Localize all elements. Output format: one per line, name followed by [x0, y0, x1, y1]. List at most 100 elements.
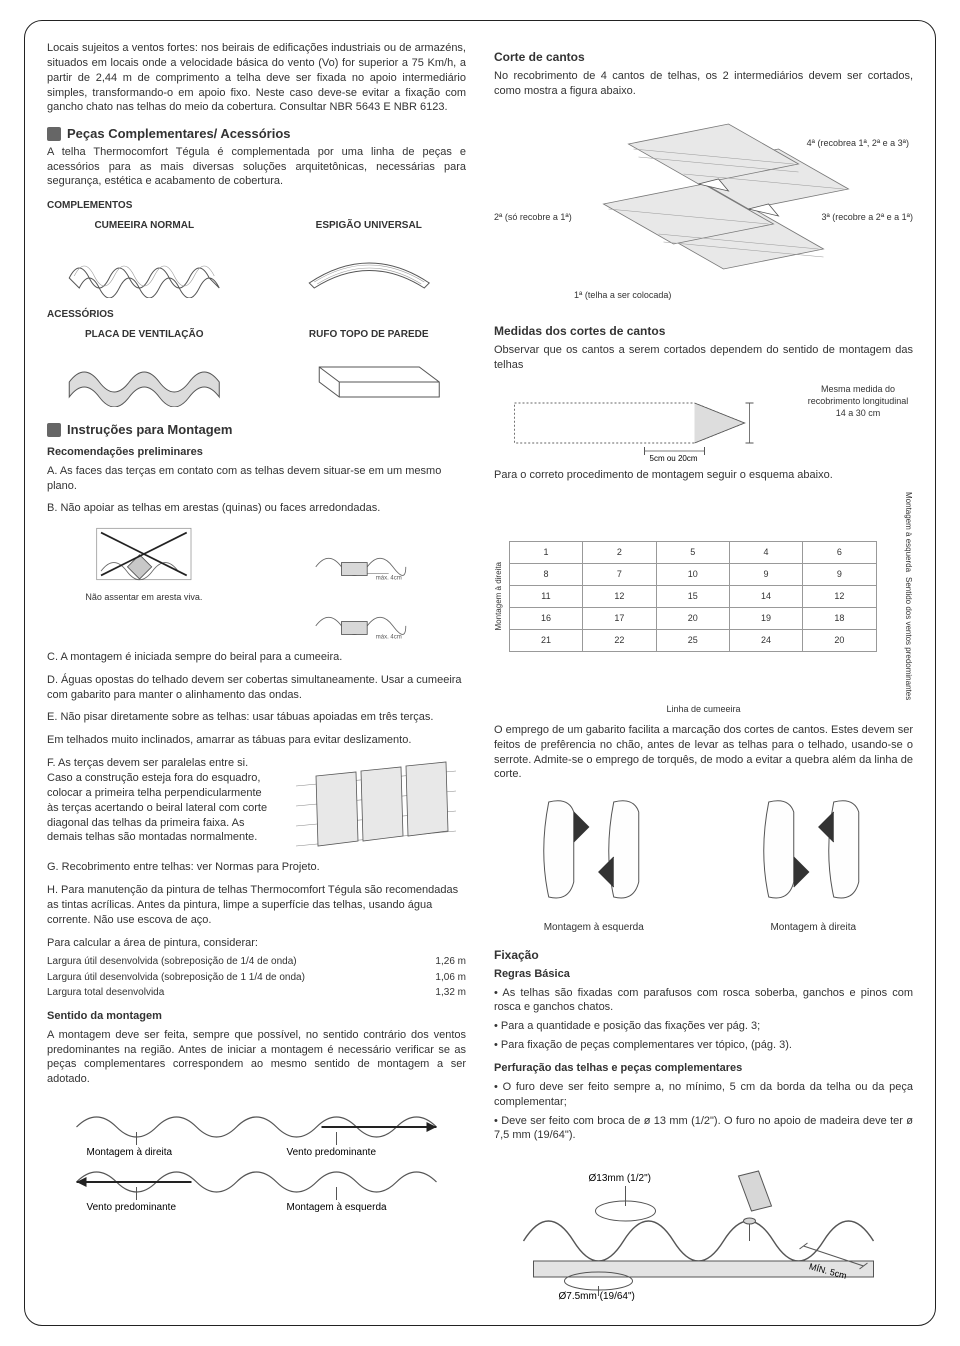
seq-4-0: 21	[509, 629, 582, 651]
aresta-cross: Não assentar em aresta viva.	[47, 524, 241, 603]
seq-0-2: 5	[656, 541, 729, 563]
seq-row-2: 11 12 15 14 12	[509, 585, 876, 607]
fix-b3: Para fixação de peças complementares ver…	[494, 1038, 913, 1053]
recomendacoes-list: A. As faces das terças em contato com as…	[47, 464, 466, 928]
seq-1-0: 8	[509, 563, 582, 585]
section-montagem-label: Instruções para Montagem	[67, 421, 232, 439]
wave-l2b: Montagem à esquerda	[287, 1202, 388, 1213]
section-accessories-label: Peças Complementares/ Acessórios	[67, 125, 291, 143]
fix-sub: Regras Básica	[494, 967, 913, 982]
corte-diagram-wrap: 4ª (recobrea 1ª, 2ª e a 3ª) 2ª (só recob…	[494, 109, 913, 309]
intro-paragraph: Locais sujeitos a ventos fortes: nos bei…	[47, 41, 466, 115]
section-accessories-title: Peças Complementares/ Acessórios	[47, 125, 466, 143]
perf-b2: Deve ser feito com broca de ø 13 mm (1/2…	[494, 1114, 913, 1144]
sentido-body: A montagem deve ser feita, sempre que po…	[47, 1028, 466, 1087]
fix-b2: Para a quantidade e posição das fixações…	[494, 1019, 913, 1034]
perf-l2: Ø7.5mm (19/64")	[559, 1291, 635, 1301]
wave-l2a: Vento predominante	[87, 1202, 177, 1213]
perf-title: Perfuração das telhas e peças complement…	[494, 1061, 913, 1076]
seq-caption: Linha de cumeeira	[494, 703, 913, 715]
rec-b: B. Não apoiar as telhas em arestas (quin…	[47, 501, 466, 516]
mont-dir-label: Montagem à direita	[714, 921, 914, 935]
acessorios-label: ACESSÓRIOS	[47, 308, 466, 322]
paint-row-0-val: 1,26 m	[416, 955, 466, 969]
seq-3-4: 18	[803, 607, 876, 629]
seq-4-1: 22	[583, 629, 656, 651]
montage-wave-figure: Montagem à direita Vento predominante Ve…	[47, 1097, 466, 1217]
seq-right-label-b: Sentido dos ventos predominantes	[881, 577, 913, 700]
fix-b1: As telhas são fixadas com parafusos com …	[494, 986, 913, 1016]
seq-4-2: 25	[656, 629, 729, 651]
perf-list: O furo deve ser feito sempre a, no mínim…	[494, 1080, 913, 1143]
seq-0-3: 4	[729, 541, 802, 563]
fix-title: Fixação	[494, 947, 913, 963]
fix-list: As telhas são fixadas com parafusos com …	[494, 986, 913, 1053]
seq-row-4: 21 22 25 24 20	[509, 629, 876, 651]
seq-0-1: 2	[583, 541, 656, 563]
aresta-note: Não assentar em aresta viva.	[47, 591, 241, 603]
seq-1-1: 7	[583, 563, 656, 585]
complementos-row: CUMEEIRA NORMAL ESPIGÃO UNIVERSAL	[47, 219, 466, 299]
seq-1-4: 9	[803, 563, 876, 585]
mont-esq-label: Montagem à esquerda	[494, 921, 694, 935]
meas-dim: 5cm ou 20cm	[650, 454, 698, 463]
mont-dir: Montagem à direita	[714, 792, 914, 934]
sentido-title: Sentido da montagem	[47, 1009, 466, 1024]
illus-placa	[47, 347, 242, 407]
seq-row-1: 8 7 10 9 9	[509, 563, 876, 585]
recomendacoes-sub: Recomendações preliminares	[47, 445, 466, 460]
seq-2-4: 12	[803, 585, 876, 607]
acessorios-row: PLACA DE VENTILAÇÃO RUFO TOPO DE PAREDE	[47, 328, 466, 408]
wave-l1a: Montagem à direita	[87, 1147, 173, 1158]
paint-row-0: Largura útil desenvolvida (sobreposição …	[47, 954, 466, 970]
comp-cumeeira: CUMEEIRA NORMAL	[47, 219, 242, 299]
acc-rufo: RUFO TOPO DE PAREDE	[272, 328, 467, 408]
seq-3-3: 19	[729, 607, 802, 629]
seq-left-label: Montagem à direita	[494, 562, 505, 630]
paint-row-1: Largura útil desenvolvida (sobreposição …	[47, 970, 466, 986]
paint-row-2-lab: Largura total desenvolvida	[47, 986, 416, 1000]
perf-l1: Ø13mm (1/2")	[589, 1173, 651, 1184]
corte-body: No recobrimento de 4 cantos de telhas, o…	[494, 69, 913, 99]
square-bullet-icon	[47, 127, 61, 141]
seq-2-1: 12	[583, 585, 656, 607]
seq-right-label-a: Montagem à esquerda	[881, 492, 913, 572]
seq-intro: Para o correto procedimento de montagem …	[494, 468, 913, 483]
annot-1: 1ª (telha a ser colocada)	[574, 289, 671, 301]
sequence-grid: 1 2 5 4 6 8 7 10 9 9 11	[509, 541, 877, 652]
square-bullet-icon	[47, 423, 61, 437]
montagem-duo: Montagem à esquerda Montagem à direita	[494, 792, 913, 934]
paint-intro: Para calcular a área de pintura, conside…	[47, 936, 466, 951]
rec-h: H. Para manutenção da pintura de telhas …	[47, 883, 466, 928]
comp-espigao: ESPIGÃO UNIVERSAL	[272, 219, 467, 299]
rec-f-wrap: F. As terças devem ser paralelas entre s…	[47, 756, 466, 860]
seq-4-3: 24	[729, 629, 802, 651]
aresta-ok1: máx. 4cm máx. 4cm	[251, 524, 466, 648]
paint-table: Largura útil desenvolvida (sobreposição …	[47, 954, 466, 1001]
rec-g: G. Recobrimento entre telhas: ver Normas…	[47, 860, 466, 875]
seq-1-3: 9	[729, 563, 802, 585]
acc-placa: PLACA DE VENTILAÇÃO	[47, 328, 242, 408]
acc-rufo-label: RUFO TOPO DE PAREDE	[309, 328, 429, 342]
annot-2: 2ª (só recobre a 1ª)	[494, 211, 572, 223]
rec-e: E. Não pisar diretamente sobre as telhas…	[47, 710, 466, 725]
tercas-figure	[286, 756, 466, 856]
comp-espigao-label: ESPIGÃO UNIVERSAL	[316, 219, 422, 233]
paint-row-1-val: 1,06 m	[416, 971, 466, 985]
rec-a: A. As faces das terças em contato com as…	[47, 464, 466, 494]
mont-esq: Montagem à esquerda	[494, 792, 694, 934]
seq-3-1: 17	[583, 607, 656, 629]
medidas-title: Medidas dos cortes de cantos	[494, 323, 913, 339]
paint-row-2-val: 1,32 m	[416, 986, 466, 1000]
illus-cumeeira	[47, 238, 242, 298]
medidas-body: Observar que os cantos a serem cortados …	[494, 343, 913, 373]
svg-text:máx. 4cm: máx. 4cm	[376, 635, 402, 641]
comp-cumeeira-label: CUMEEIRA NORMAL	[94, 219, 194, 233]
gabarito-body: O emprego de um gabarito facilita a marc…	[494, 723, 913, 782]
seq-row-0: 1 2 5 4 6	[509, 541, 876, 563]
sequence-grid-wrap: Montagem à direita 1 2 5 4 6 8 7 10 9	[494, 492, 913, 714]
seq-3-0: 16	[509, 607, 582, 629]
left-column: Locais sujeitos a ventos fortes: nos bei…	[47, 41, 466, 1301]
seq-2-0: 11	[509, 585, 582, 607]
corte-title: Corte de cantos	[494, 49, 913, 65]
